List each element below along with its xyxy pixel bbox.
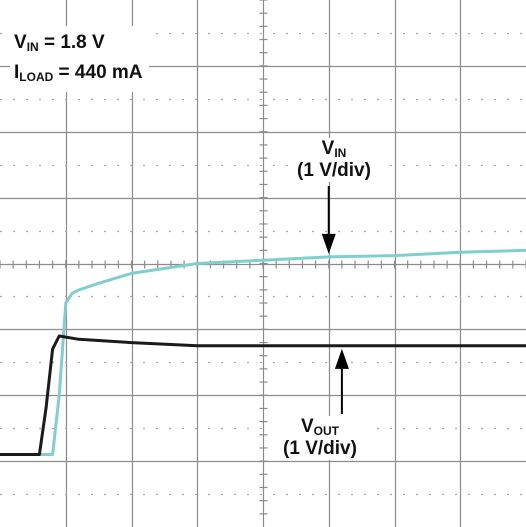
iload-condition: ILOAD = 440 mA xyxy=(14,58,143,88)
vin-annotation: VIN (1 V/div) xyxy=(288,138,380,182)
vin-annotation-scale: (1 V/div) xyxy=(288,160,380,182)
vin-annotation-name: VIN xyxy=(288,138,380,160)
vin-symbol: V xyxy=(14,32,27,53)
vout-annotation-subscript: OUT xyxy=(314,424,339,438)
vin-annotation-symbol: V xyxy=(322,138,335,159)
vin-subscript: IN xyxy=(27,40,39,54)
test-conditions-label: VIN = 1.8 V ILOAD = 440 mA xyxy=(10,26,149,92)
annotation-arrows xyxy=(322,186,349,414)
vout-annotation-symbol: V xyxy=(301,416,314,437)
vout-annotation-name: VOUT xyxy=(272,416,368,438)
vin-annotation-subscript: IN xyxy=(334,146,346,160)
vout-annotation-scale: (1 V/div) xyxy=(272,438,368,460)
iload-subscript: LOAD xyxy=(19,70,53,84)
vout-annotation: VOUT (1 V/div) xyxy=(272,416,368,460)
iload-value: = 440 mA xyxy=(53,62,142,83)
vin-condition: VIN = 1.8 V xyxy=(14,28,143,58)
arrow-head xyxy=(335,349,349,369)
arrow-head xyxy=(322,234,336,254)
vin-value: = 1.8 V xyxy=(39,32,105,53)
